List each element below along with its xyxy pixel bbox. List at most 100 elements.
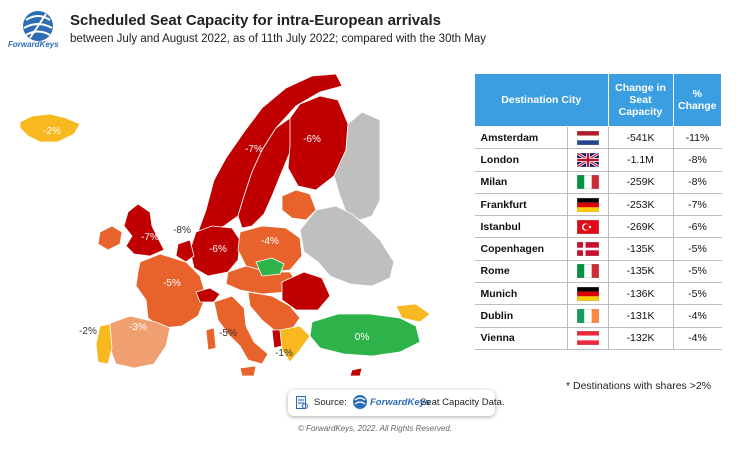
- source-label: Source:: [314, 397, 347, 408]
- region-ireland: [97, 225, 123, 251]
- forwardkeys-small-logo-icon: [353, 395, 367, 409]
- table-row: Istanbul -269K -6%: [474, 215, 722, 239]
- map-label-poland: -4%: [261, 236, 279, 247]
- map-label-italy: -5%: [219, 328, 237, 339]
- uk-flag-icon: [567, 148, 609, 172]
- city-name: Munich: [474, 282, 568, 306]
- capacity-change: -259K: [608, 171, 674, 194]
- map-label-uk: -7%: [141, 232, 159, 243]
- pct-change: -7%: [673, 193, 722, 217]
- map-value-labels: -2% -6% -7% -6% -7% -8% -6% -4% -5% -2% …: [43, 126, 369, 359]
- region-russia: [333, 111, 381, 221]
- pct-change: -5%: [673, 282, 722, 306]
- city-name: Vienna: [474, 327, 568, 350]
- region-baltics: [281, 189, 317, 221]
- region-ukraine-belarus: [299, 205, 395, 287]
- region-hungary: [255, 257, 285, 277]
- table-row: Milan -259K -8%: [474, 171, 722, 194]
- table-row: Rome -135K -5%: [474, 260, 722, 284]
- map-label-iceland: -2%: [43, 126, 61, 137]
- region-caucasus: [395, 303, 431, 323]
- region-benelux: [175, 239, 195, 263]
- pct-change: -4%: [673, 304, 722, 328]
- pct-change: -11%: [673, 126, 722, 150]
- source-brand: ForwardKeys: [370, 397, 431, 408]
- forwardkeys-logo-icon: [23, 11, 53, 41]
- city-name: Milan: [474, 171, 568, 194]
- europe-map: -2% -6% -7% -6% -7% -8% -6% -4% -5% -2% …: [19, 73, 431, 377]
- netherlands-flag-icon: [567, 126, 609, 150]
- copyright: © ForwardKeys, 2022. All Rights Reserved…: [297, 424, 453, 433]
- city-name: Dublin: [474, 304, 568, 328]
- capacity-change: -1.1M: [608, 148, 674, 172]
- pct-change: -6%: [673, 215, 722, 239]
- footnote: * Destinations with shares >2%: [566, 380, 712, 392]
- map-label-portugal: -2%: [79, 326, 97, 337]
- table-row: Munich -136K -5%: [474, 282, 722, 306]
- map-label-finland: -6%: [303, 134, 321, 145]
- chart-subtitle: between July and August 2022, as of 11th…: [70, 33, 486, 45]
- city-name: Rome: [474, 260, 568, 284]
- map-label-france: -5%: [163, 278, 181, 289]
- source-rest: Seat Capacity Data.: [420, 397, 505, 408]
- map-label-turkey: 0%: [355, 332, 370, 343]
- region-sardinia: [205, 327, 217, 351]
- map-regions: [19, 73, 431, 377]
- region-germany: [189, 225, 241, 277]
- region-spain: [107, 315, 171, 369]
- capacity-change: -135K: [608, 237, 674, 261]
- city-name: Istanbul: [474, 215, 568, 239]
- city-name: Frankfurt: [474, 193, 568, 217]
- table-row: Copenhagen -135K -5%: [474, 237, 722, 261]
- capacity-change: -135K: [608, 260, 674, 284]
- region-sicily: [239, 365, 257, 377]
- map-label-norway: -6%: [209, 150, 227, 161]
- region-france: [135, 253, 207, 329]
- pct-change: -4%: [673, 327, 722, 350]
- region-poland: [237, 225, 303, 273]
- col-header-city: Destination City: [474, 74, 609, 127]
- pct-change: -5%: [673, 260, 722, 284]
- map-label-ireland: -8%: [173, 225, 191, 236]
- region-romania: [281, 271, 331, 311]
- region-greece: [279, 325, 311, 363]
- table-row: London -1.1M -8%: [474, 148, 722, 172]
- table-row: Frankfurt -253K -7%: [474, 193, 722, 217]
- ireland-flag-icon: [567, 304, 609, 328]
- capacity-change: -132K: [608, 327, 674, 350]
- chart-title: Scheduled Seat Capacity for intra-Europe…: [70, 12, 441, 29]
- city-name: Copenhagen: [474, 237, 568, 261]
- region-uk: [123, 203, 165, 257]
- map-label-spain: -3%: [129, 322, 147, 333]
- city-name: Amsterdam: [474, 126, 568, 150]
- col-header-pct: % Change: [672, 74, 722, 127]
- region-turkey: [309, 313, 421, 357]
- logo-text: ForwardKeys: [8, 40, 59, 49]
- capacity-change: -541K: [608, 126, 674, 150]
- table-row: Vienna -132K -4%: [474, 327, 722, 350]
- pct-change: -8%: [673, 148, 722, 172]
- city-name: London: [474, 148, 568, 172]
- region-switzerland: [195, 287, 221, 303]
- table-row: Dublin -131K -4%: [474, 304, 722, 328]
- italy-flag-icon: [567, 260, 609, 284]
- austria-flag-icon: [567, 327, 609, 350]
- germany-flag-icon: [567, 282, 609, 306]
- source-box: Source: ForwardKeys Seat Capacity Data.: [288, 390, 505, 416]
- region-italy: [213, 295, 269, 365]
- capacity-change: -253K: [608, 193, 674, 217]
- table-row: Amsterdam -541K -11%: [474, 126, 722, 150]
- germany-flag-icon: [567, 193, 609, 217]
- capacity-change: -136K: [608, 282, 674, 306]
- region-portugal: [95, 323, 113, 365]
- map-label-greece: -1%: [275, 348, 293, 359]
- capacity-change: -131K: [608, 304, 674, 328]
- pct-change: -8%: [673, 171, 722, 194]
- denmark-flag-icon: [567, 237, 609, 261]
- destination-table: Destination City Change in Seat Capacity…: [474, 74, 722, 350]
- col-header-capacity: Change in Seat Capacity: [607, 74, 674, 127]
- pct-change: -5%: [673, 237, 722, 261]
- region-iceland: [19, 113, 81, 143]
- capacity-change: -269K: [608, 215, 674, 239]
- italy-flag-icon: [567, 171, 609, 194]
